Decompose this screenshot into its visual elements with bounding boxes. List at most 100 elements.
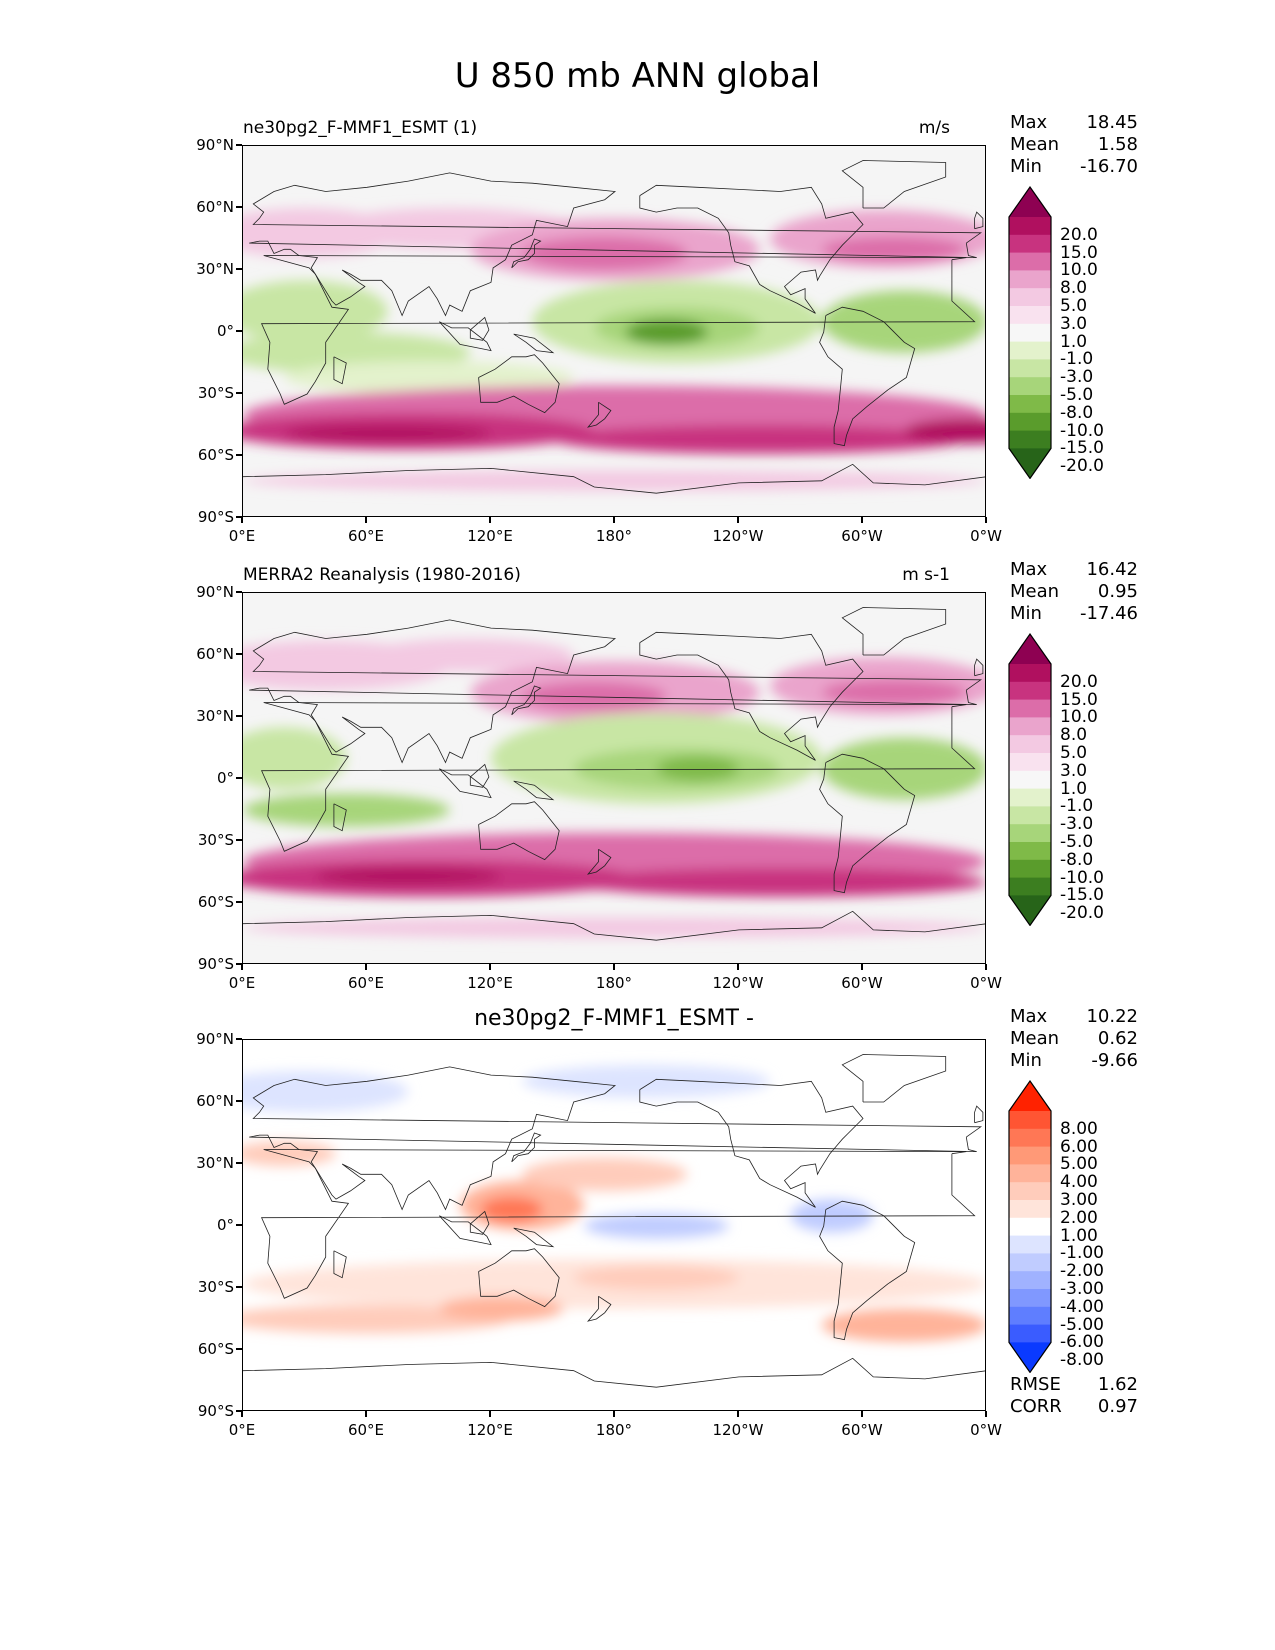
coastline [333, 803, 347, 832]
lon-tick-label: 120°E [467, 527, 513, 545]
field-contour-region [284, 425, 491, 442]
stat-label: Min [1010, 1050, 1042, 1071]
colorbar-tick-label: 8.00 [1060, 1118, 1098, 1139]
colorbar-tick-label: 5.00 [1060, 1154, 1098, 1175]
lon-tick-mark [613, 1411, 615, 1417]
lat-tick-mark [236, 1224, 242, 1226]
lat-tick-mark [236, 1410, 242, 1412]
coastline [333, 1250, 347, 1279]
field-contour-region [522, 236, 688, 270]
colorbar-extend-max [1009, 1081, 1051, 1111]
colorbar-graphic [1008, 185, 1052, 480]
colorbar-band [1009, 806, 1051, 825]
colorbar-graphic [1008, 632, 1052, 927]
field-contour-region [790, 1199, 874, 1233]
panel-3-title: ne30pg2_F-MMF1_ESMT - [474, 1006, 754, 1031]
lat-tick-label: 60°N [196, 645, 234, 663]
coastline [243, 910, 985, 941]
colorbar-extend-max [1009, 187, 1051, 217]
colorbar-tick-label: 2.00 [1060, 1207, 1098, 1228]
lon-tick-label: 60°W [841, 527, 883, 545]
colorbar-tick-label: -6.00 [1060, 1332, 1104, 1353]
colorbar-tick-label: -3.0 [1060, 814, 1094, 835]
lon-tick-label: 120°W [712, 1421, 764, 1439]
lon-tick-mark [613, 964, 615, 970]
panel-1-map-field [243, 146, 985, 516]
metric-value: 0.97 [1097, 1396, 1138, 1417]
colorbar-extend-min [1009, 1342, 1051, 1373]
lat-tick-label: 30°N [196, 1154, 234, 1172]
coastline [249, 619, 983, 764]
lat-tick-label: 90°S [197, 1402, 234, 1420]
stat-value: -16.70 [1079, 156, 1138, 177]
field-contour-region [243, 470, 985, 492]
coastline [639, 184, 864, 314]
colorbar-tick-label: -8.0 [1060, 402, 1094, 423]
colorbar-band [1009, 877, 1051, 896]
stat-min: Min -9.66 [1010, 1050, 1138, 1072]
colorbar-band [1009, 1271, 1051, 1290]
field-contour-region [821, 679, 967, 705]
colorbar-tick-label: -3.00 [1060, 1279, 1104, 1299]
lon-tick-label: 0°W [970, 1421, 1002, 1439]
lon-tick-mark [365, 517, 367, 523]
colorbar-tick-label: -15.0 [1060, 438, 1104, 459]
colorbar-tick-label: 15.0 [1060, 242, 1098, 263]
colorbar-band [1009, 1306, 1051, 1326]
field-contour-region [656, 756, 739, 782]
colorbar-band [1009, 1128, 1051, 1148]
field-contour-region [573, 1265, 739, 1291]
colorbar-band [1009, 412, 1051, 432]
colorbar-tick-label: -10.0 [1060, 420, 1104, 441]
coastline [478, 1248, 560, 1308]
lon-tick-mark [489, 1411, 491, 1417]
metric-label: RMSE [1010, 1374, 1061, 1395]
lon-tick-label: 0°W [970, 527, 1002, 545]
colorbar-outline [1008, 632, 1052, 927]
coastline [819, 1200, 916, 1341]
lon-tick-mark [985, 1411, 987, 1417]
lon-tick-mark [241, 517, 243, 523]
colorbar-band [1009, 430, 1051, 449]
lon-tick-mark [861, 964, 863, 970]
panel-2-map-field [243, 593, 985, 963]
coastline [513, 780, 555, 801]
colorbar-band [1009, 1289, 1051, 1308]
colorbar-tick-label: -20.0 [1060, 456, 1104, 477]
lat-tick-label: 0° [216, 322, 234, 340]
lon-tick-label: 60°E [347, 527, 385, 545]
stat-max: Max 18.45 [1010, 112, 1138, 134]
lon-tick-mark [365, 1411, 367, 1417]
coastline [439, 1215, 492, 1246]
lon-tick-mark [985, 964, 987, 970]
field-contour-region [480, 1197, 543, 1222]
lat-tick-mark [236, 330, 242, 332]
colorbar-band [1009, 288, 1051, 307]
lat-tick-label: 90°N [196, 136, 234, 154]
coastline [639, 1078, 864, 1208]
lon-tick-label: 60°E [347, 1421, 385, 1439]
colorbar-tick-label: 8.0 [1060, 278, 1088, 299]
colorbar-outline [1008, 185, 1052, 480]
colorbar-tick-label: -5.0 [1060, 385, 1094, 405]
colorbar-tick-label: 15.0 [1060, 689, 1098, 710]
lon-tick-label: 180° [595, 974, 633, 992]
field-contour-region [821, 1308, 985, 1342]
lat-tick-mark [236, 777, 242, 779]
panel-3-stats: Max 10.22 Mean 0.62 Min -9.66 [1010, 1006, 1138, 1072]
colorbar-band [1009, 681, 1051, 701]
coastline [974, 211, 984, 230]
colorbar-band [1009, 1182, 1051, 1201]
colorbar-tick-label: 4.00 [1060, 1172, 1098, 1193]
colorbar-band [1009, 1200, 1051, 1219]
coastline [469, 763, 490, 788]
lon-tick-mark [489, 964, 491, 970]
colorbar-tick-label: -1.0 [1060, 796, 1094, 817]
lat-tick-label: 60°N [196, 198, 234, 216]
stat-value: 10.22 [1086, 1006, 1138, 1027]
coastline [243, 1357, 985, 1388]
coastline [841, 607, 947, 656]
metric-value: 1.62 [1097, 1374, 1138, 1395]
colorbar-band [1009, 341, 1051, 360]
colorbar-tick-label: -8.00 [1060, 1350, 1104, 1371]
